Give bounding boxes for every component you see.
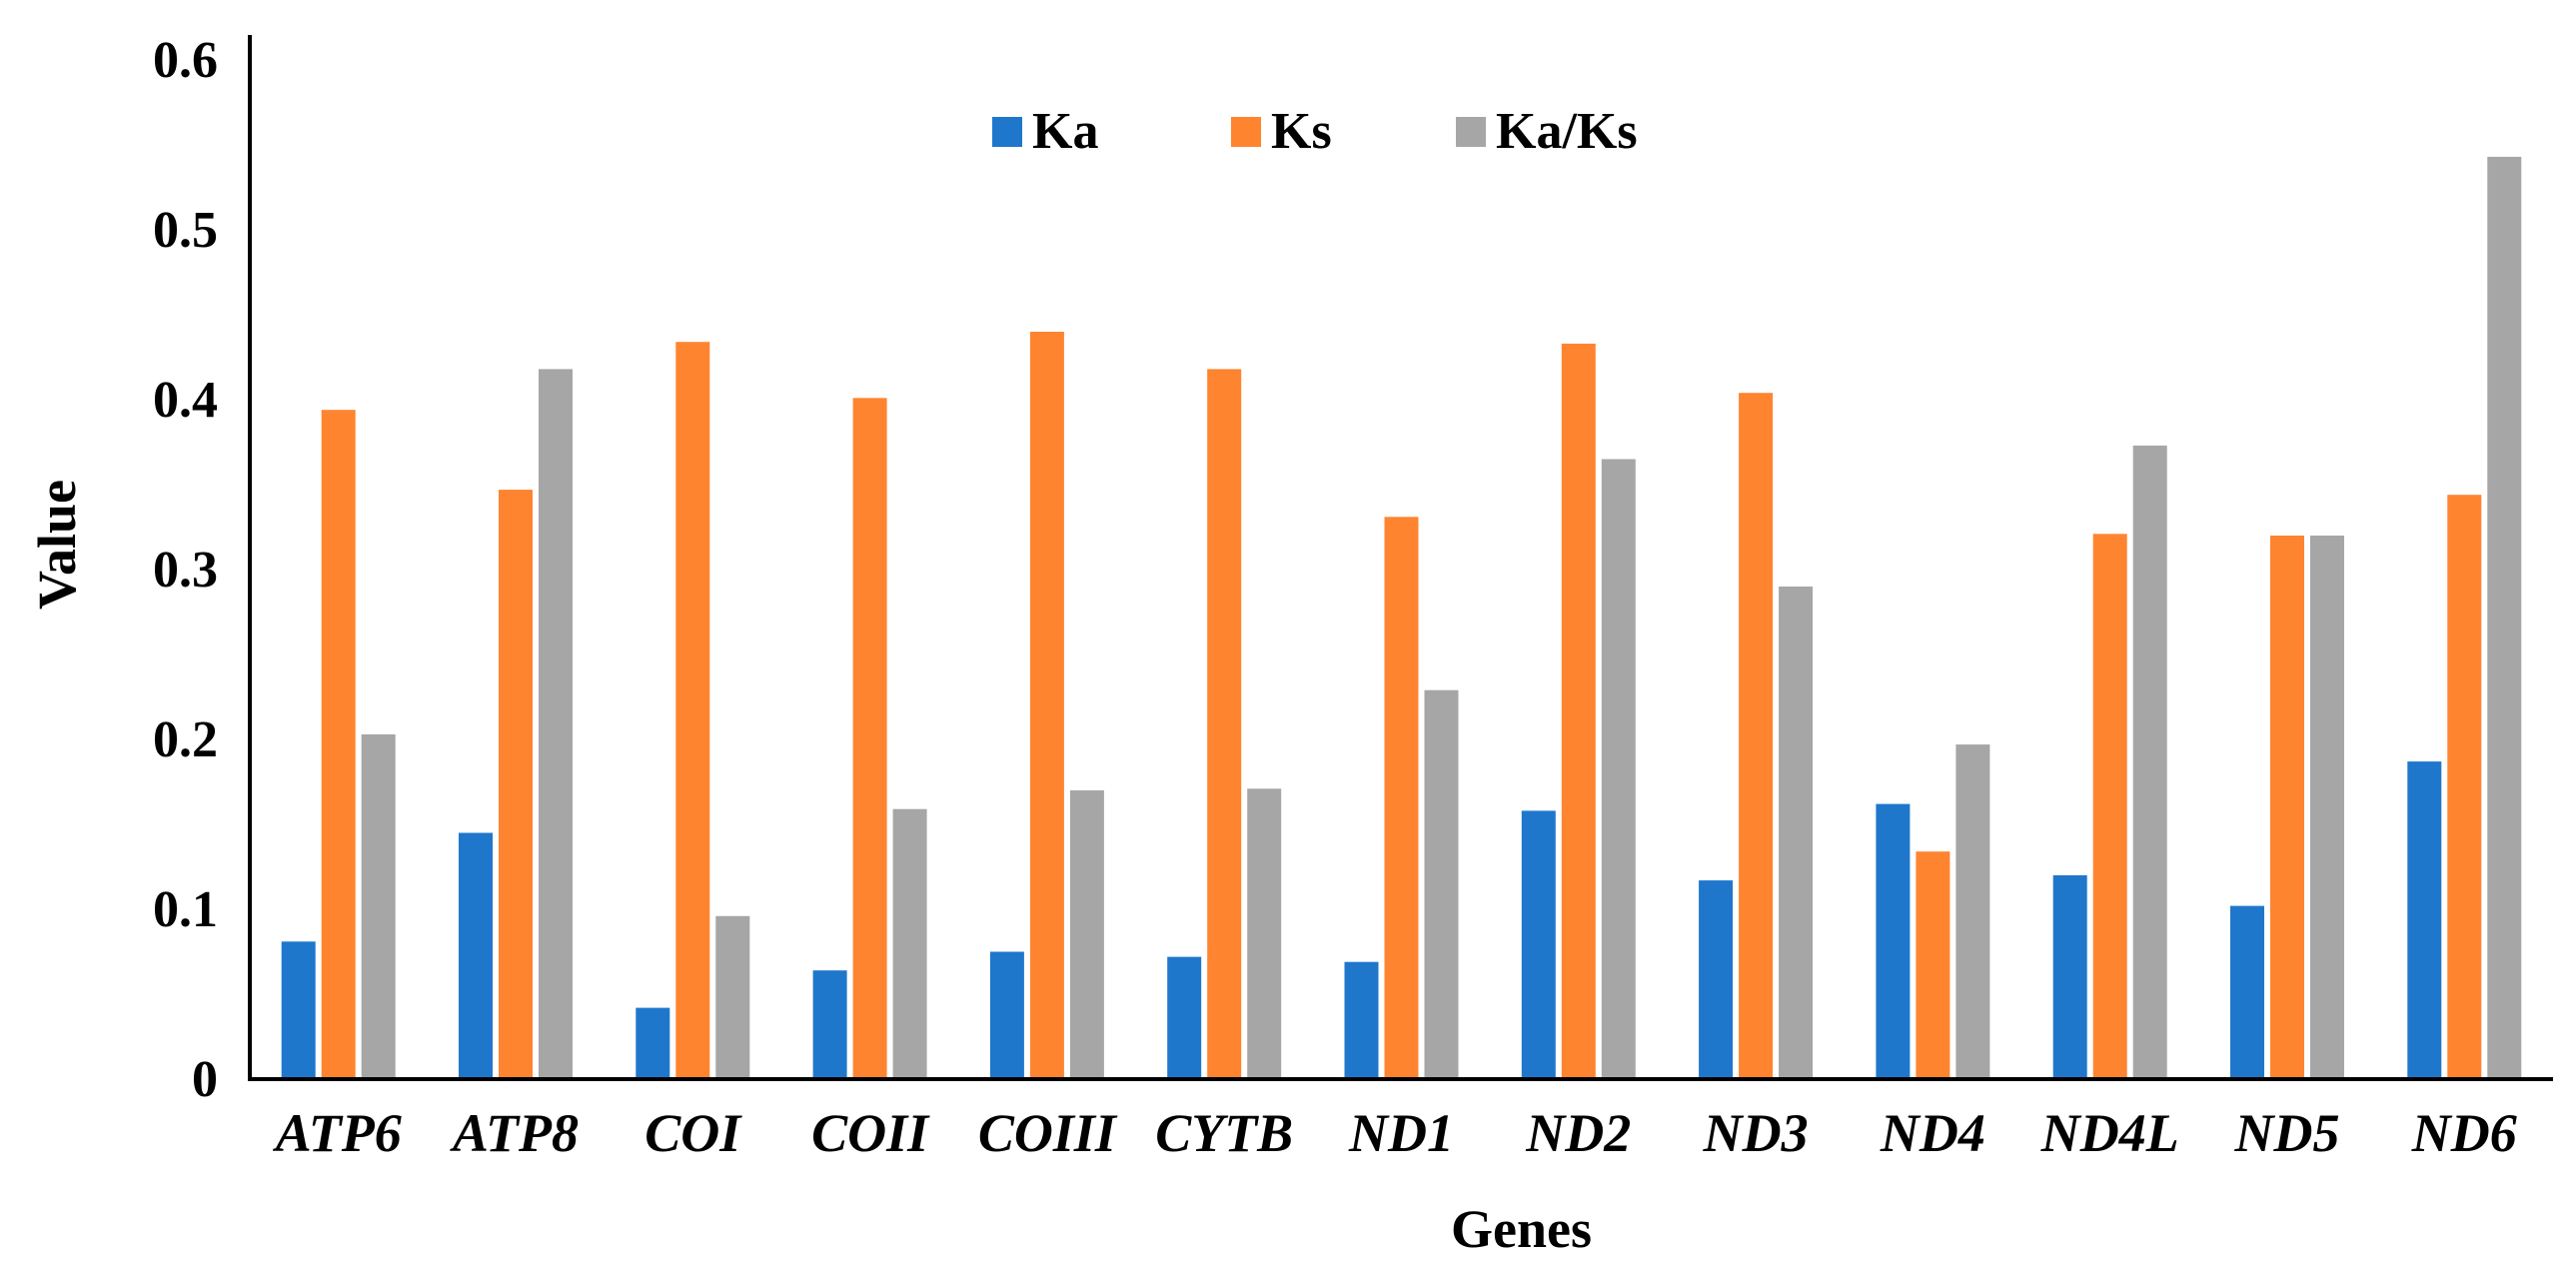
bar-ks-coiii [1029,332,1064,1079]
legend-label-ks: Ks [1271,103,1332,160]
x-tick-label: ND5 [2234,1103,2340,1163]
bar-ks-coi [675,342,710,1079]
y-tick-label: 0 [192,1051,218,1108]
y-tick-label: 0.1 [153,881,218,938]
x-tick-label: ND4L [2040,1103,2179,1163]
bar-ka-coiii [989,951,1024,1079]
legend-label-ka-ks: Ka/Ks [1496,103,1638,160]
bar-ks-coii [852,398,887,1079]
bar-ka-nd3 [1699,880,1734,1079]
x-tick-label: ND1 [1348,1103,1454,1163]
bar-ks-cytb [1207,369,1242,1079]
axes [248,35,2553,1081]
x-tick-label: ND2 [1525,1103,1631,1163]
bar-ka-nd6 [2407,761,2442,1079]
bar-ks-atp6 [321,410,356,1079]
bar-ka-coi [636,1007,670,1079]
x-axis-title: Genes [1451,1199,1592,1259]
bar-ka-nd2 [1521,810,1556,1079]
bar-ka-ks-nd6 [2487,156,2522,1079]
bar-ka-atp6 [281,941,316,1079]
bar-ka-ks-atp6 [361,733,396,1079]
bar-ka-nd4 [1876,803,1911,1079]
x-tick-label: ATP8 [450,1103,579,1163]
bar-ka-ks-atp8 [539,369,573,1079]
bar-ks-atp8 [499,490,533,1080]
bar-ka-nd4l [2052,875,2087,1079]
bar-ks-nd1 [1384,517,1419,1079]
legend-swatch-ka [992,117,1022,147]
y-tick-label: 0.5 [153,202,218,259]
y-tick-label: 0.6 [153,32,218,89]
x-tick-label: ND3 [1703,1103,1809,1163]
bar-ka-nd5 [2230,905,2264,1079]
bar-ka-cytb [1167,956,1202,1079]
bar-ks-nd6 [2447,495,2482,1079]
bar-ka-ks-nd1 [1424,689,1459,1079]
bar-ks-nd4 [1916,851,1950,1079]
y-tick-label: 0.4 [153,372,218,429]
axis-labels: ATP6 ATP8 COI COII COIII CYTB ND1 ND2 ND3 ND4 ND4L… [27,32,2517,1259]
bar-ka-ks-nd3 [1779,587,1814,1079]
bar-ka-ks-nd5 [2310,536,2344,1079]
bar-ka-ks-nd4 [1955,744,1990,1079]
x-tick-label: ND6 [2411,1103,2517,1163]
bar-ka-coii [812,970,847,1079]
bar-ks-nd2 [1561,343,1596,1079]
bar-ka-atp8 [459,832,493,1079]
y-axis-title: Value [27,480,87,610]
x-tick-label: COIII [978,1103,1118,1163]
bar-ka-ks-coi [715,915,750,1079]
x-tick-label: COII [811,1103,930,1163]
y-tick-label: 0.3 [153,542,218,599]
bars [281,156,2522,1080]
bar-ka-ks-nd2 [1601,459,1636,1079]
x-tick-label: CYTB [1155,1103,1293,1163]
x-tick-label: COI [644,1103,742,1163]
x-tick-label: ATP6 [273,1103,402,1163]
bar-ks-nd4l [2092,534,2127,1079]
bar-ks-nd5 [2270,536,2304,1079]
bar-ka-ks-coii [892,808,927,1079]
bar-ka-ks-nd4l [2132,445,2167,1079]
bar-ks-nd3 [1739,393,1774,1079]
x-tick-label: ND4 [1880,1103,1985,1163]
legend: Ka Ks Ka/Ks [992,103,1638,160]
bar-ka-nd1 [1344,961,1379,1079]
bar-ka-ks-cytb [1247,788,1282,1079]
legend-swatch-ks [1231,117,1261,147]
y-tick-label: 0.2 [153,711,218,768]
legend-label-ka: Ka [1032,103,1098,160]
bar-ka-ks-coiii [1069,790,1104,1079]
legend-swatch-ka-ks [1456,117,1486,147]
